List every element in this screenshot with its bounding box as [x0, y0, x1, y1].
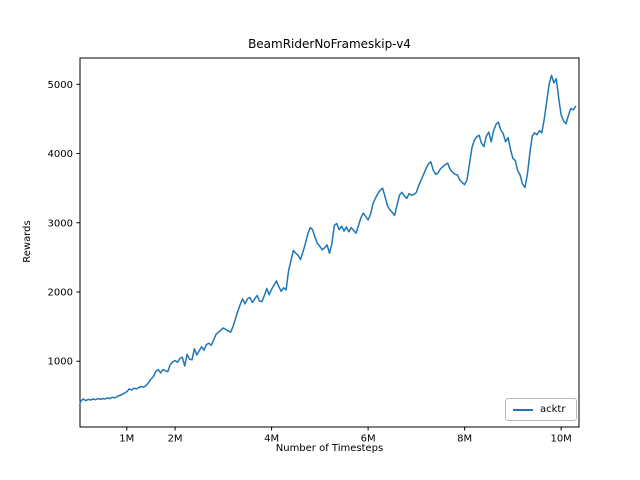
x-tick-label: 6M: [361, 434, 376, 445]
axes-frame: [79, 57, 580, 428]
y-tick-label: 5000: [48, 80, 73, 91]
x-tick-label: 10M: [550, 434, 571, 445]
x-tick-label: 2M: [168, 434, 183, 445]
x-axis-label: Number of Timesteps: [275, 443, 384, 454]
legend-label-acktr: acktr: [540, 403, 566, 415]
y-tick-label: 3000: [48, 218, 73, 229]
x-tick-label: 4M: [264, 434, 279, 445]
x-tick-label: 1M: [119, 434, 134, 445]
legend-line-swatch-acktr: [513, 408, 533, 411]
y-axis-label: Rewards: [22, 220, 33, 263]
y-tick-label: 2000: [48, 288, 73, 299]
y-tick-label: 4000: [48, 149, 73, 160]
x-tick-label: 8M: [457, 434, 472, 445]
legend: acktr: [505, 398, 577, 421]
y-tick-label: 1000: [48, 357, 73, 368]
series-line-acktr: [79, 74, 577, 404]
chart-title: BeamRiderNoFrameskip-v4: [248, 37, 411, 51]
